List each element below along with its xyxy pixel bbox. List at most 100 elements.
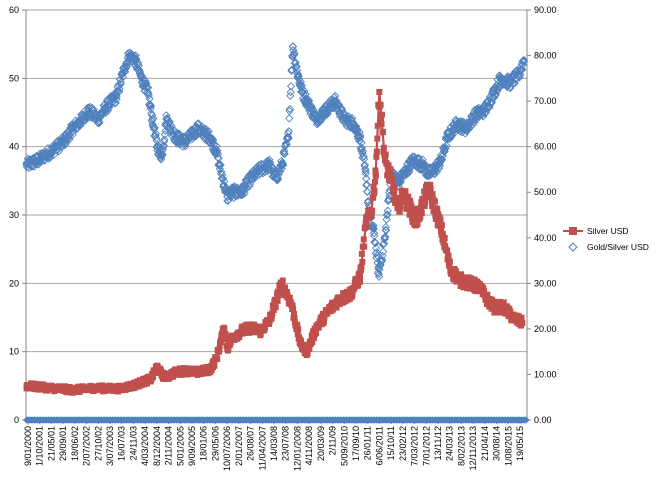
legend-gold-silver-marker: [568, 242, 578, 252]
gold-silver-marker: [517, 65, 526, 74]
gold-silver-marker: [144, 89, 153, 99]
silver-marker: [261, 324, 268, 331]
silver-marker: [373, 148, 380, 155]
gold-silver-marker: [395, 178, 404, 187]
silver-marker: [410, 205, 417, 212]
gold-silver-marker: [516, 70, 525, 79]
right-tick-label: 90.00: [534, 5, 557, 15]
silver-marker: [446, 263, 453, 270]
x-tick-label: 2/11/09: [328, 426, 338, 455]
silver-marker: [221, 326, 228, 333]
gold-silver-marker: [147, 116, 156, 125]
silver-marker: [389, 178, 396, 185]
gold-silver-marker: [286, 91, 295, 100]
silver-marker: [484, 291, 491, 298]
gold-silver-marker: [340, 118, 350, 127]
silver-marker: [358, 250, 365, 257]
gold-silver-marker: [286, 82, 296, 91]
silver-marker: [219, 336, 226, 343]
silver-marker: [519, 319, 526, 326]
silver-marker: [266, 320, 273, 327]
silver-marker: [208, 367, 215, 374]
gold-silver-marker: [374, 272, 384, 281]
gold-silver-marker: [294, 75, 304, 84]
silver-marker: [378, 117, 385, 124]
x-tick-label: 13/11/12: [433, 426, 443, 460]
left-tick-label: 60: [9, 5, 19, 15]
silver-marker: [518, 314, 525, 321]
gold-silver-marker: [289, 46, 298, 55]
gold-silver-marker: [204, 127, 213, 136]
silver-marker: [357, 278, 363, 285]
silver-marker: [355, 281, 362, 288]
x-tick-label: 4/11/2008: [304, 426, 314, 465]
gold-silver-marker: [68, 130, 77, 139]
silver-marker: [282, 284, 289, 291]
legend: Silver USD Gold/Silver USD: [563, 226, 649, 252]
gold-silver-marker: [288, 51, 297, 60]
right-tick-label: 0.00: [534, 415, 552, 425]
gold-silver-marker: [380, 233, 389, 242]
silver-marker: [396, 208, 403, 215]
gold-silver-marker: [172, 130, 181, 139]
gold-silver-marker: [111, 98, 120, 108]
gold-silver-marker: [174, 129, 184, 138]
gold-silver-marker: [237, 190, 246, 200]
silver-marker: [372, 172, 379, 179]
gold-silver-marker: [256, 169, 265, 178]
silver-marker: [418, 209, 425, 216]
gold-silver-marker: [276, 167, 285, 176]
gold-silver-marker: [209, 135, 218, 145]
silver-marker: [143, 380, 150, 387]
silver-marker: [417, 213, 424, 220]
gold-silver-marker: [115, 84, 124, 94]
x-tick-label: 10/07/2006: [222, 426, 232, 471]
gold-silver-marker: [268, 163, 278, 172]
gold-silver-marker: [363, 187, 372, 196]
gold-silver-marker: [360, 161, 369, 171]
silver-marker: [150, 373, 157, 380]
silver-marker: [320, 318, 327, 325]
gold-silver-marker: [282, 140, 291, 149]
gold-silver-marker: [216, 160, 225, 170]
silver-marker: [272, 304, 279, 311]
gold-silver-marker: [122, 62, 132, 71]
silver-marker: [357, 267, 364, 274]
silver-marker: [315, 324, 322, 331]
silver-marker: [379, 111, 386, 118]
gold-silver-marker: [372, 253, 381, 263]
silver-marker: [444, 247, 451, 254]
gold-silver-marker: [404, 169, 413, 178]
gold-silver-marker: [284, 134, 293, 143]
x-tick-label: 14/03/08: [269, 426, 279, 461]
gold-silver-marker: [291, 58, 300, 67]
gold-silver-marker: [481, 108, 490, 118]
gold-silver-marker: [102, 103, 111, 112]
silver-marker: [397, 203, 404, 210]
x-tick-label: 23/02/12: [398, 426, 408, 461]
legend-gold-silver-label: Gold/Silver USD: [587, 242, 649, 252]
silver-marker: [227, 339, 234, 346]
gold-silver-marker: [357, 143, 367, 153]
silver-marker: [371, 178, 378, 185]
silver-marker: [441, 235, 448, 242]
gold-silver-marker: [149, 114, 158, 123]
silver-marker: [442, 242, 449, 249]
x-tick-label: 29/05/06: [210, 426, 220, 461]
gold-silver-marker: [355, 128, 364, 137]
x-tick-label: 7/01/2012: [421, 426, 431, 466]
gold-silver-marker: [379, 239, 389, 248]
gold-silver-marker: [230, 183, 239, 192]
x-tick-label: 26/01/11: [363, 426, 373, 460]
gold-silver-marker: [369, 221, 378, 230]
gold-silver-marker: [290, 48, 299, 58]
x-tick-label: 12/01/2008: [292, 426, 302, 471]
silver-marker: [363, 223, 370, 230]
gold-silver-marker: [379, 247, 388, 256]
silver-marker: [452, 268, 459, 275]
gold-silver-marker: [279, 160, 288, 170]
x-tick-label: 1/10/2001: [35, 426, 45, 466]
gold-silver-marker: [420, 159, 429, 169]
gold-silver-marker: [382, 215, 391, 224]
